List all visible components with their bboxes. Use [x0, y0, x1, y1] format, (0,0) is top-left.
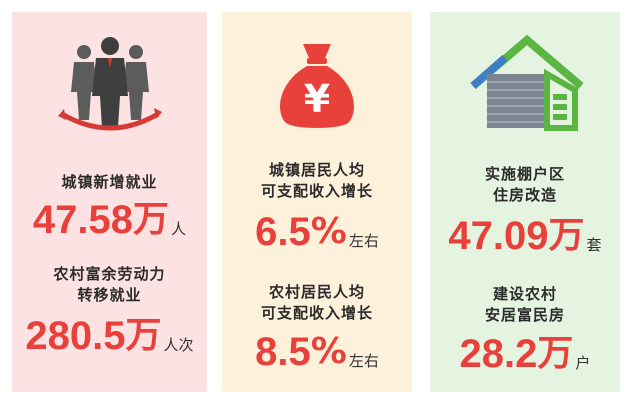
stat-suffix: 人 [171, 220, 187, 238]
label-line: 实施棚户区 [484, 165, 565, 183]
label-line: 农村富余劳动力 [53, 265, 166, 283]
label-line: 建设农村 [492, 285, 557, 303]
stat-value: 47.58 万 人 [12, 198, 207, 242]
stat-label: 农村居民人均 可支配收入增长 [222, 282, 412, 324]
stat-value: 6.5 % 左右 [222, 210, 412, 254]
label-line: 安居富民房 [484, 306, 565, 324]
stat-label: 建设农村 安居富民房 [430, 284, 620, 326]
stat-unit: 万 [133, 199, 170, 240]
label-line: 住房改造 [492, 186, 557, 204]
stat-label: 实施棚户区 住房改造 [430, 164, 620, 206]
stat-suffix: 左右 [348, 352, 379, 370]
label-line: 农村居民人均 [268, 283, 365, 301]
stat-value: 280.5 万 人次 [12, 314, 207, 358]
stat-unit: 万 [548, 215, 585, 256]
stat-unit: 万 [537, 333, 574, 374]
employment-panel: 城镇新增就业 47.58 万 人 农村富余劳动力 转移就业 280.5 万 人次 [12, 12, 207, 392]
stat-label: 农村富余劳动力 转移就业 [12, 264, 207, 306]
label-line: 可支配收入增长 [260, 182, 373, 200]
stat-unit: % [310, 211, 347, 252]
stat-label: 城镇居民人均 可支配收入增长 [222, 160, 412, 202]
stat-number: 47.09 [448, 214, 549, 258]
stat-number: 28.2 [459, 332, 538, 376]
money-bag-yuan-icon: ¥ [222, 36, 412, 136]
stat-value: 47.09 万 套 [430, 214, 620, 258]
house-icon [430, 34, 620, 134]
stat-suffix: 套 [586, 236, 602, 254]
stat-suffix: 左右 [348, 232, 379, 250]
label-line: 城镇居民人均 [268, 161, 365, 179]
stat-value: 8.5 % 左右 [222, 330, 412, 374]
stat-label: 城镇新增就业 [12, 172, 207, 193]
stat-unit: % [310, 331, 347, 372]
income-panel: ¥ 城镇居民人均 可支配收入增长 6.5 % 左右 农村居民人均 可支配收入增长… [222, 12, 412, 392]
yuan-symbol: ¥ [304, 77, 330, 121]
stat-number: 280.5 [25, 314, 126, 358]
workers-group-icon [12, 32, 207, 140]
label-line: 可支配收入增长 [260, 304, 373, 322]
stat-suffix: 户 [575, 354, 591, 372]
stat-unit: 万 [125, 315, 162, 356]
stat-number: 6.5 [255, 210, 311, 254]
stat-number: 8.5 [255, 330, 311, 374]
label-line: 城镇新增就业 [61, 173, 158, 191]
housing-panel: 实施棚户区 住房改造 47.09 万 套 建设农村 安居富民房 28.2 万 户 [430, 12, 620, 392]
stat-suffix: 人次 [163, 336, 194, 354]
stat-number: 47.58 [32, 198, 134, 242]
label-line: 转移就业 [77, 286, 142, 304]
stat-value: 28.2 万 户 [430, 332, 620, 376]
